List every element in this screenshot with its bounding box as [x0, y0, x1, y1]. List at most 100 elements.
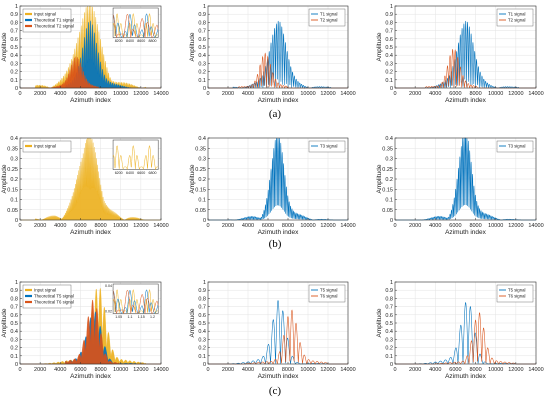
y-tick-label: 0.4 [198, 136, 206, 142]
inset-x-tick-label: 6200 [115, 171, 123, 175]
y-tick-label: 0.8 [385, 296, 393, 302]
inset-x-tick-label: 1.1 [127, 315, 132, 319]
y-tick-label: 0.1 [198, 198, 206, 204]
y-tick-label: 1 [390, 280, 393, 286]
legend-entry: T5 signal [320, 288, 337, 293]
x-tick-label: 12000 [320, 223, 335, 229]
chart-c2: 0 2000 4000 6000 8000 10000 12000 14000 0 0.1 0.2 0… [189, 280, 356, 380]
y-tick-label: 0.4 [198, 53, 206, 59]
legend-box [308, 8, 346, 27]
y-tick-label: 0.9 [198, 12, 206, 18]
x-tick-label: 8000 [282, 223, 294, 229]
y-tick-label: 0.2 [10, 177, 18, 183]
legend: T3 signal [308, 140, 346, 153]
x-tick-label: 12000 [508, 91, 523, 97]
y-tick-label: 0.1 [385, 198, 393, 204]
y-tick-label: 0.25 [7, 167, 18, 173]
y-tick-label: 0.35 [7, 146, 18, 152]
y-tick-label: 0 [390, 218, 393, 224]
chart-b3: 0 2000 4000 6000 8000 10000 12000 14000 0 0.05 0.1… [376, 136, 544, 236]
x-tick-label: 14000 [153, 367, 168, 373]
y-tick-label: 0.2 [385, 177, 393, 183]
y-tick-label: 0.5 [198, 321, 206, 327]
y-tick-label: 0.7 [10, 305, 18, 311]
inset-x-tick-label: 1.2 [150, 315, 155, 319]
legend: Input signal [22, 140, 72, 153]
y-tick-label: 0.8 [198, 20, 206, 26]
x-tick-label: 8000 [282, 367, 294, 373]
x-tick-label: 10000 [300, 91, 315, 97]
y-tick-label: 0.8 [385, 20, 393, 26]
y-tick-label: 1 [390, 4, 393, 10]
y-tick-label: 0.7 [10, 29, 18, 35]
inset-series [112, 144, 159, 170]
x-tick-label: 4000 [429, 223, 441, 229]
x-tick-label: 0 [18, 367, 21, 373]
y-tick-label: 0 [203, 362, 206, 368]
y-tick-label: 0.2 [198, 177, 206, 183]
y-tick-label: 0.3 [385, 337, 393, 343]
y-tick-label: 0.5 [385, 321, 393, 327]
legend-entry: T1 signal [320, 12, 337, 17]
y-tick-label: 0.25 [382, 167, 393, 173]
x-axis-label: Azimuth index [258, 97, 300, 104]
x-axis-label: Azimuth index [70, 229, 112, 236]
chart-a1: 0 2000 4000 6000 8000 10000 12000 14000 0 0.1 0.2 0… [1, 4, 169, 104]
y-tick-label: 0.15 [382, 187, 393, 193]
x-tick-label: 2000 [222, 223, 234, 229]
x-tick-label: 6000 [449, 367, 461, 373]
x-tick-label: 6000 [262, 223, 274, 229]
y-tick-label: 0.1 [10, 354, 18, 360]
x-tick-label: 14000 [528, 223, 543, 229]
y-tick-label: 0 [203, 218, 206, 224]
inset-x-tick-label: 6400 [126, 171, 134, 175]
y-tick-label: 0.2 [385, 346, 393, 352]
y-tick-label: 0.2 [198, 346, 206, 352]
x-tick-label: 12000 [133, 91, 148, 97]
x-tick-label: 6000 [262, 367, 274, 373]
y-tick-label: 0.1 [198, 354, 206, 360]
x-tick-label: 14000 [528, 367, 543, 373]
caption-b: (b) [268, 238, 282, 250]
x-tick-label: 10000 [488, 91, 503, 97]
x-axis-label: Azimuth index [70, 97, 112, 104]
y-tick-label: 0.7 [198, 29, 206, 35]
legend-box [308, 284, 346, 303]
legend-entry: Input signal [34, 288, 56, 293]
y-tick-label: 0.6 [10, 313, 18, 319]
x-tick-label: 14000 [340, 91, 355, 97]
x-tick-label: 0 [393, 91, 396, 97]
y-tick-label: 1 [203, 280, 206, 286]
y-tick-label: 0.5 [385, 45, 393, 51]
x-tick-label: 6000 [449, 223, 461, 229]
inset-x-tick-label: 1.05 [115, 315, 122, 319]
x-axis-label: Azimuth index [445, 229, 487, 236]
x-tick-label: 6000 [449, 91, 461, 97]
y-tick-label: 0.5 [10, 45, 18, 51]
y-tick-label: 0.9 [198, 288, 206, 294]
legend-entry: Theoretical T5 signal [34, 294, 74, 299]
x-tick-label: 2000 [409, 91, 421, 97]
x-tick-label: 10000 [300, 367, 315, 373]
inset: 6200 6400 6600 6800 [112, 139, 159, 175]
x-tick-label: 12000 [508, 367, 523, 373]
inset-x-tick-label: 6800 [149, 171, 157, 175]
x-tick-label: 6000 [74, 91, 86, 97]
x-tick-label: 14000 [528, 91, 543, 97]
x-tick-label: 8000 [94, 91, 106, 97]
legend-box [496, 140, 534, 153]
y-tick-label: 0 [390, 362, 393, 368]
y-tick-label: 0.2 [385, 70, 393, 76]
y-tick-label: 0 [203, 86, 206, 92]
y-tick-label: 0.4 [10, 329, 18, 335]
x-tick-label: 6000 [74, 367, 86, 373]
y-tick-label: 0.25 [195, 167, 206, 173]
y-tick-label: 0.4 [198, 329, 206, 335]
x-tick-label: 2000 [34, 367, 46, 373]
x-tick-label: 0 [206, 223, 209, 229]
x-tick-label: 4000 [242, 223, 254, 229]
y-tick-label: 0.5 [198, 45, 206, 51]
